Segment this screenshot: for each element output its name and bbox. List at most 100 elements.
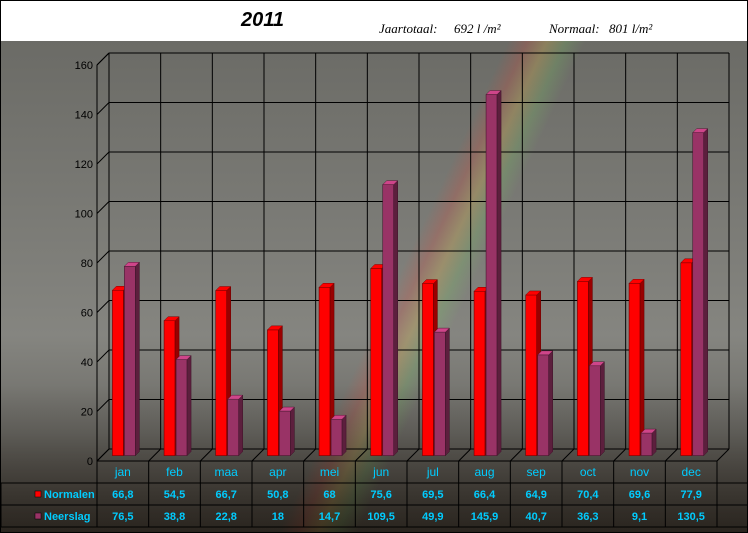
bar-normalen-feb (163, 320, 176, 456)
plot-area: 0 20 40 60 80 100 120 140 160 jan feb maa apr mei jun j… (1, 41, 747, 532)
data-label-normalen-nov: 69,6 (629, 489, 650, 501)
data-label-normalen-apr: 50,8 (267, 489, 288, 501)
bar-neerslag-jul (434, 331, 446, 456)
bar-top-neerslag-aug (485, 90, 502, 95)
normaal-value: 801 l/m² (609, 21, 653, 36)
bar-neerslag-nov (640, 432, 653, 456)
data-label-normalen-jan: 66,8 (112, 489, 133, 501)
bar-side-neerslag-nov (651, 428, 657, 457)
data-label-neerslag-feb: 38,8 (164, 511, 185, 523)
y-tick-label: 40 (81, 357, 93, 369)
bar-top-neerslag-jun (382, 180, 399, 185)
gridline-side (96, 349, 110, 363)
floor-line (354, 448, 368, 462)
gridline-side (96, 399, 110, 412)
bar-neerslag-sep (537, 354, 550, 456)
bar-top-neerslag-jul (433, 327, 451, 333)
category-label-mei: mei (320, 465, 339, 479)
data-label-neerslag-apr: 18 (272, 511, 284, 523)
bar-top-normalen-feb (163, 316, 180, 321)
y-tick-label: 0 (87, 456, 93, 468)
bar-top-neerslag-maa (227, 394, 244, 400)
y-tick-label: 100 (75, 209, 93, 221)
bar-side-neerslag-oct (600, 361, 605, 457)
bar-normalen-jul (422, 283, 434, 456)
data-label-normalen-mei: 68 (323, 489, 335, 501)
category-label-dec: dec (681, 465, 700, 479)
data-label-normalen-jun: 75,6 (370, 489, 391, 501)
bar-top-normalen-sep (525, 290, 542, 296)
data-label-normalen-maa: 66,7 (215, 489, 236, 501)
bar-neerslag-feb (175, 359, 188, 456)
bar-top-normalen-oct (576, 277, 594, 282)
floor-line (716, 448, 730, 462)
bar-normalen-jan (112, 289, 124, 456)
bar-side-neerslag-feb (186, 354, 192, 457)
bar-neerslag-maa (227, 398, 240, 456)
data-label-neerslag-aug: 145,9 (471, 511, 499, 523)
bar-neerslag-mei (330, 418, 343, 456)
bar-top-neerslag-sep (537, 350, 554, 356)
bar-top-normalen-maa (215, 286, 232, 291)
bar-top-neerslag-feb (175, 355, 192, 360)
floor-line (199, 448, 213, 462)
bar-neerslag-jan (124, 265, 136, 456)
bar-top-neerslag-jan (123, 262, 141, 267)
bar-normalen-aug (473, 290, 486, 456)
floor-line (251, 448, 265, 462)
y-tick-label: 120 (75, 159, 93, 171)
category-label-apr: apr (269, 465, 286, 479)
floor-line (613, 448, 627, 462)
data-label-neerslag-jan: 76,5 (112, 511, 133, 523)
category-label-maa: maa (214, 465, 238, 479)
data-label-neerslag-oct: 36,3 (577, 511, 598, 523)
legend-label-neerslag: Neerslag (44, 511, 90, 523)
bar-side-neerslag-aug (496, 89, 502, 457)
chart-header: 2011 Jaartotaal: 692 l /m² Normaal: 801 … (1, 1, 747, 41)
bar-neerslag-aug (485, 94, 498, 456)
category-label-nov: nov (630, 465, 649, 479)
category-label-jun: jun (372, 465, 389, 479)
jaartotaal-value: 692 l /m² (454, 21, 501, 36)
jaartotaal-label: Jaartotaal: (379, 21, 438, 36)
y-tick-label: 60 (81, 308, 93, 320)
category-label-jul: jul (426, 465, 439, 479)
bar-top-neerslag-oct (588, 361, 606, 367)
data-label-normalen-sep: 64,9 (525, 489, 546, 501)
floor-line (148, 448, 162, 462)
data-label-normalen-oct: 70,4 (577, 489, 599, 501)
category-label-jan: jan (114, 465, 131, 479)
legend-swatch-normalen (34, 490, 42, 498)
data-label-neerslag-nov: 9,1 (632, 511, 647, 523)
y-tick-label: 20 (81, 407, 93, 419)
bar-top-normalen-apr (266, 325, 284, 331)
bar-side-neerslag-jun (393, 179, 398, 457)
data-label-neerslag-jun: 109,5 (367, 511, 395, 523)
bar-side-neerslag-sep (548, 350, 553, 457)
bar-side-neerslag-mei (341, 414, 347, 457)
y-tick-label: 140 (75, 110, 93, 122)
gridline-side (96, 151, 110, 165)
gridline-side (96, 102, 110, 115)
bar-side-neerslag-dec (703, 128, 708, 457)
bar-top-neerslag-dec (692, 128, 709, 133)
bar-normalen-jun (370, 268, 383, 456)
category-label-oct: oct (580, 465, 597, 479)
legend-swatch-neerslag (34, 512, 42, 520)
category-label-aug: aug (474, 465, 494, 479)
bar-side-neerslag-apr (290, 406, 295, 457)
normaal-label: Normaal: (549, 21, 600, 36)
bar-top-normalen-mei (318, 283, 335, 288)
bar-side-neerslag-jul (445, 327, 450, 457)
gridline-side (96, 201, 110, 214)
chart-title: 2011 (241, 9, 285, 31)
data-label-neerslag-jul: 49,9 (422, 511, 443, 523)
bar-normalen-mei (318, 287, 331, 456)
y-tick-label: 160 (75, 60, 93, 72)
bar-top-normalen-jul (421, 279, 439, 284)
bar-top-neerslag-apr (278, 406, 296, 412)
floor-line (406, 448, 420, 462)
bar-normalen-sep (525, 294, 538, 456)
category-label-feb: feb (166, 465, 183, 479)
